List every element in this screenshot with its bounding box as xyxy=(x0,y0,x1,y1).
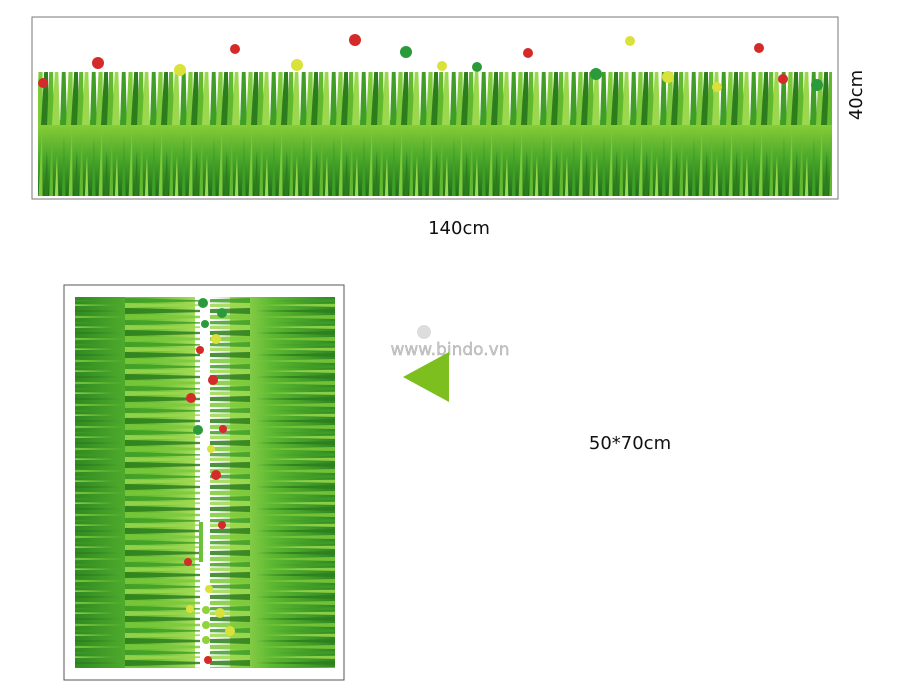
height-label: 40cm xyxy=(846,70,867,120)
strip-panel xyxy=(31,16,839,200)
grass-right-blades xyxy=(210,297,335,668)
grass-blades xyxy=(38,72,832,196)
sheet-panel xyxy=(63,284,345,681)
watermark-icon xyxy=(417,325,431,339)
ladybugs xyxy=(184,298,235,664)
size-label: 50*70cm xyxy=(589,433,671,454)
grass-left-blades xyxy=(75,297,200,668)
width-label: 140cm xyxy=(428,218,490,239)
arrow xyxy=(403,352,449,402)
watermark: www.bindo.vn xyxy=(391,340,510,360)
ladybugs xyxy=(38,34,823,92)
grass-stick xyxy=(199,522,203,562)
